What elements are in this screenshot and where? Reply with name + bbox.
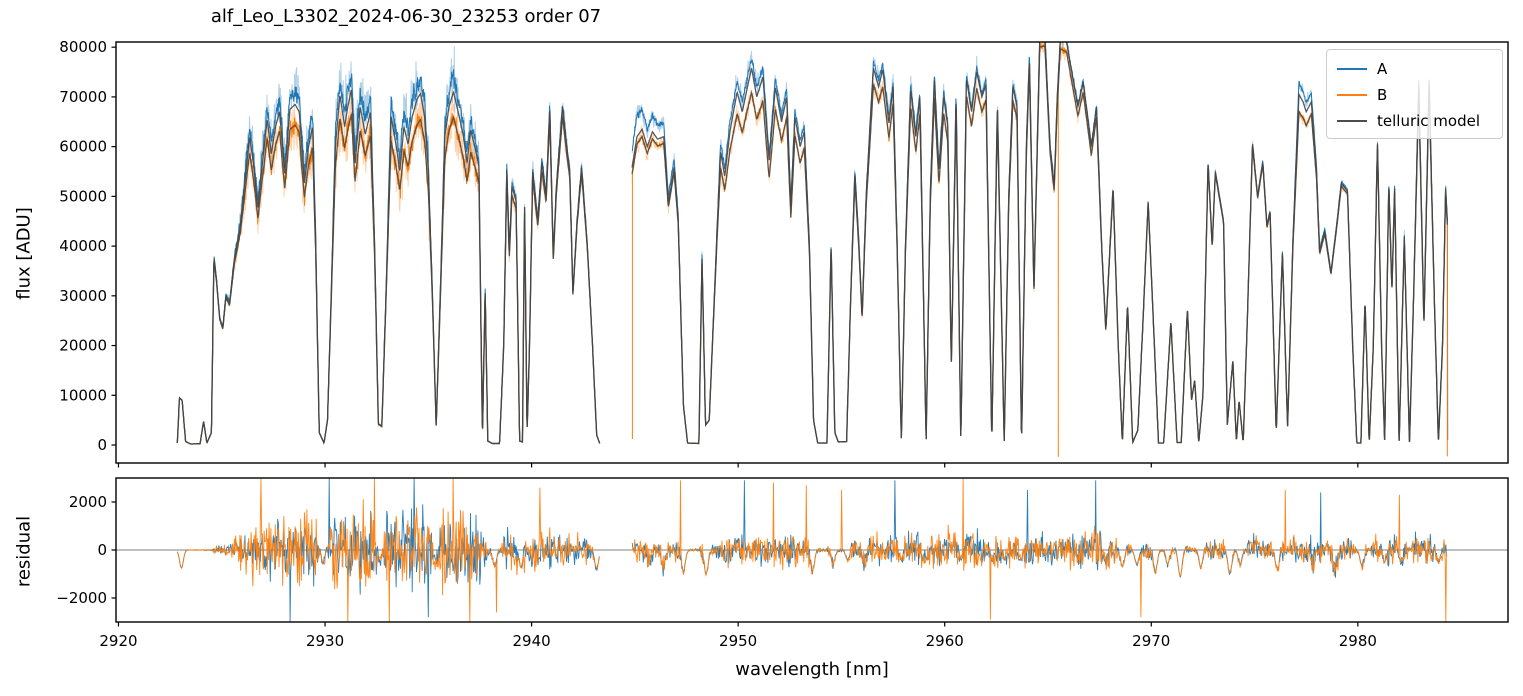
legend-line-telluric-model [1337,120,1367,122]
legend-label-telluric-model: telluric model [1377,111,1481,130]
legend: A B telluric model [1326,49,1503,139]
flux-y-tick-label: 0 [97,436,107,454]
x-tick-label: 2930 [306,632,344,650]
residual-axis-label: residual [13,515,35,588]
flux-panel-plot-area [176,42,1449,457]
legend-line-a [1337,68,1367,70]
legend-entry-a: A [1337,56,1502,82]
flux-panel-spines [115,41,1509,464]
legend-label-a: A [1377,59,1388,78]
flux-y-tick-label: 70000 [59,88,107,106]
legend-line-b [1337,94,1367,96]
flux-y-tick-label: 50000 [59,187,107,205]
wavelength-axis-label: wavelength [nm] [735,659,889,680]
legend-entry-telluric-model: telluric model [1337,108,1502,134]
plot-title: alf_Leo_L3302_2024-06-30_23253 order 07 [210,6,602,27]
x-tick-label: 2950 [719,632,757,650]
x-tick-label: 2960 [926,632,964,650]
flux-y-tick-label: 80000 [59,38,107,56]
flux-y-tick-label: 20000 [59,337,107,355]
flux-y-tick-label: 40000 [59,237,107,255]
x-tick-label: 2940 [513,632,551,650]
residual-b-line [176,478,1448,622]
residual-y-tick-label: 0 [97,541,107,559]
x-tick-label: 2980 [1339,632,1377,650]
x-tick-label: 2970 [1132,632,1170,650]
flux-axis-label: flux [ADU] [13,207,35,300]
residual-y-tick-label: 2000 [69,493,107,511]
residual-panel-plot-area [116,478,1508,622]
x-tick-label: 2920 [99,632,137,650]
legend-entry-b: B [1337,82,1502,108]
flux-y-tick-label: 60000 [59,138,107,156]
flux-y-tick-label: 10000 [59,386,107,404]
telluric-model-line-a [176,42,1449,445]
legend-label-b: B [1377,85,1388,104]
residual-y-tick-label: −2000 [56,589,107,607]
flux-y-tick-label: 30000 [59,287,107,305]
